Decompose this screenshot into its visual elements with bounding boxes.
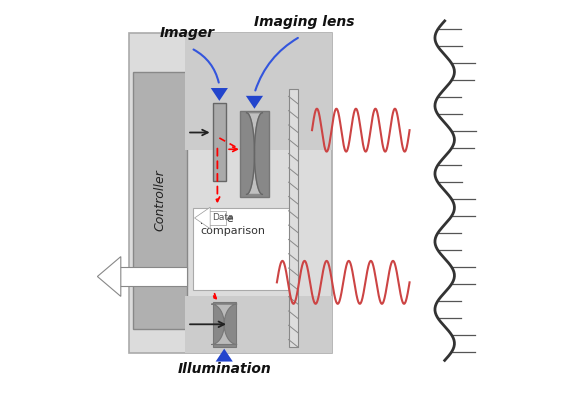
FancyArrowPatch shape xyxy=(194,50,219,83)
FancyArrowPatch shape xyxy=(255,38,298,90)
Text: phase
comparison: phase comparison xyxy=(200,214,265,236)
FancyBboxPatch shape xyxy=(212,302,236,347)
FancyBboxPatch shape xyxy=(133,72,187,329)
Polygon shape xyxy=(97,257,121,296)
Text: Data: Data xyxy=(212,213,233,222)
FancyBboxPatch shape xyxy=(212,103,226,181)
Text: Imaging lens: Imaging lens xyxy=(254,15,355,29)
Polygon shape xyxy=(246,113,262,195)
Text: Illumination: Illumination xyxy=(177,362,271,376)
FancyBboxPatch shape xyxy=(288,89,298,347)
Polygon shape xyxy=(246,96,263,109)
FancyBboxPatch shape xyxy=(193,208,292,290)
Polygon shape xyxy=(211,304,237,345)
Text: Controller: Controller xyxy=(153,169,166,231)
FancyBboxPatch shape xyxy=(185,296,332,353)
Polygon shape xyxy=(211,88,228,101)
Polygon shape xyxy=(195,207,210,229)
Polygon shape xyxy=(216,349,233,362)
FancyBboxPatch shape xyxy=(240,111,269,196)
FancyBboxPatch shape xyxy=(185,33,332,150)
Text: Imager: Imager xyxy=(160,26,215,40)
FancyBboxPatch shape xyxy=(116,267,187,286)
FancyBboxPatch shape xyxy=(129,33,332,353)
FancyBboxPatch shape xyxy=(208,211,226,225)
